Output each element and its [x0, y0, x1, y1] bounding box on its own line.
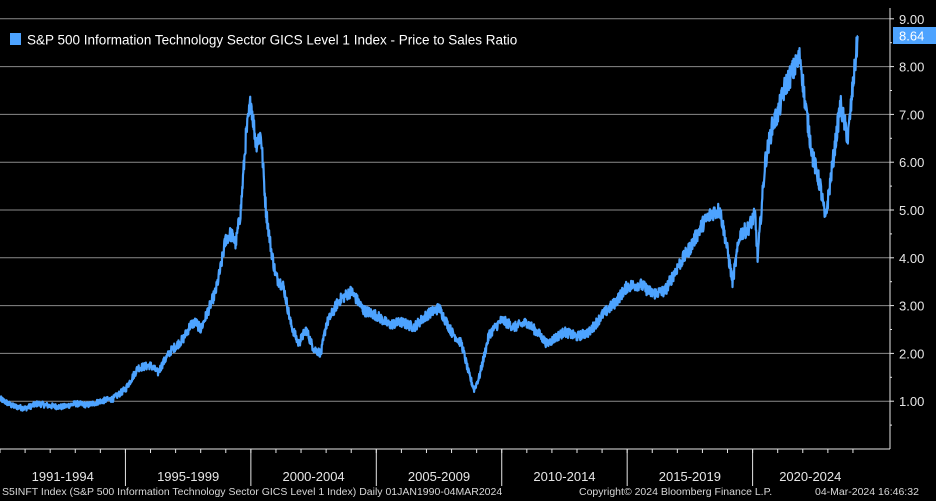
gridlines: [0, 18, 890, 402]
x-tick-label: 1995-1999: [157, 469, 219, 484]
legend-box: [4, 26, 530, 54]
x-tick-label: 2015-2019: [659, 469, 721, 484]
y-tick-label: 7.00: [899, 107, 924, 122]
last-value-badge: 8.64: [893, 27, 936, 44]
y-tick-label: 6.00: [899, 155, 924, 170]
y-tick-label: 8.00: [899, 60, 924, 75]
y-tick-label: 4.00: [899, 251, 924, 266]
y-tick-label: 5.00: [899, 203, 924, 218]
y-axis: 1.00 2.00 3.00 4.00 5.00 6.00 7.00 8.00 9.00: [889, 8, 924, 449]
footer-copyright: Copyright© 2024 Bloomberg Finance L.P.: [579, 486, 773, 498]
footer-ticker-info: S5INFT Index (S&P 500 Information Techno…: [2, 486, 503, 498]
x-tick-label: 2020-2024: [779, 469, 841, 484]
plot-area: [0, 34, 859, 412]
y-tick-label: 2.00: [899, 346, 924, 361]
legend-swatch: [10, 33, 21, 45]
y-tick-label: 9.00: [899, 12, 924, 27]
legend: S&P 500 Information Technology Sector GI…: [4, 26, 530, 54]
footer-timestamp: 04-Mar-2024 16:46:32: [815, 486, 919, 498]
footer: S5INFT Index (S&P 500 Information Techno…: [0, 486, 936, 501]
chart: 1991-1994 1995-1999 2000-2004 2005-2009 2010…: [0, 0, 936, 486]
x-tick-label: 2000-2004: [282, 469, 344, 484]
last-value-badge-box: [893, 27, 936, 44]
x-tick-label: 2005-2009: [408, 469, 470, 484]
legend-label: S&P 500 Information Technology Sector GI…: [27, 33, 517, 48]
y-tick-label: 1.00: [899, 394, 924, 409]
x-axis: 1991-1994 1995-1999 2000-2004 2005-2009 2010…: [0, 448, 890, 486]
chart-background: [0, 0, 936, 486]
y-tick-label: 3.00: [899, 299, 924, 314]
series-line: [0, 34, 859, 412]
x-tick-label: 1991-1994: [32, 469, 94, 484]
x-tick-label: 2010-2014: [533, 469, 595, 484]
last-value-label: 8.64: [899, 29, 924, 44]
